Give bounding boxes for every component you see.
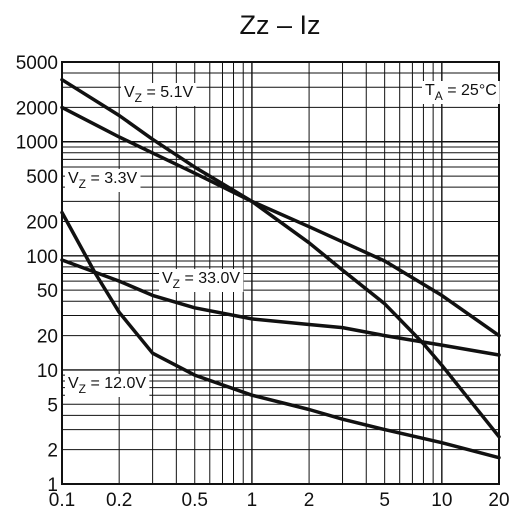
y-tick-label: 200 [26,212,58,233]
y-tick-label: 20 [37,327,58,348]
minor-grid [62,61,500,484]
temperature-annotation: TA = 25°C [422,81,500,104]
y-tick-label: 1 [47,475,58,496]
curve-label-box [159,269,244,292]
curve-label-box [121,83,197,106]
curve-label-text: VZ = 3.3V [68,170,137,191]
y-tick-label: 500 [26,167,58,188]
series-line [60,258,501,357]
curve-label-box [65,374,150,397]
y-tick-label: 2000 [16,98,58,119]
curve-label: VZ = 5.1V [121,83,197,106]
plot-frame [61,61,500,485]
series-line [60,77,501,439]
y-tick-label: 1000 [16,133,58,154]
x-tick-label: 0.1 [49,490,75,511]
y-tick-label: 5000 [16,53,58,74]
series-line [60,210,501,460]
x-tick-label: 20 [488,490,509,511]
curve-labels: VZ = 5.1V VZ = 3.3V VZ = 33.0V VZ = 12.0V TA… [65,81,500,397]
annotation-box [422,81,500,104]
annotation-text: TA = 25°C [425,82,497,103]
x-tick-label: 0.5 [182,490,208,511]
x-tick-label: 5 [379,490,390,511]
y-tick-label: 10 [37,361,58,382]
curve-label-box [65,169,141,192]
series-line [60,105,501,338]
curve-label-text: VZ = 5.1V [124,84,193,105]
x-axis-ticks: 0.1 0.2 0.5 1 2 5 10 20 [49,490,510,511]
y-tick-label: 2 [47,441,58,462]
curve-label: VZ = 33.0V [159,269,244,292]
y-tick-label: 50 [37,281,58,302]
curve-label: VZ = 12.0V [65,374,150,397]
curve-label-text: VZ = 33.0V [162,270,240,291]
y-tick-label: 100 [26,247,58,268]
x-tick-label: 0.2 [106,490,132,511]
x-tick-label: 10 [431,490,452,511]
curve-label-text: VZ = 12.0V [68,375,146,396]
y-tick-label: 5 [47,395,58,416]
y-axis-ticks: 1 2 5 10 20 50 100 200 500 1000 2000 5000 [16,53,58,496]
series-layer [60,77,501,460]
x-tick-label: 1 [247,490,258,511]
x-tick-label: 2 [304,490,315,511]
curve-label: VZ = 3.3V [65,169,141,192]
chart-title: Zz – Iz [239,10,321,40]
